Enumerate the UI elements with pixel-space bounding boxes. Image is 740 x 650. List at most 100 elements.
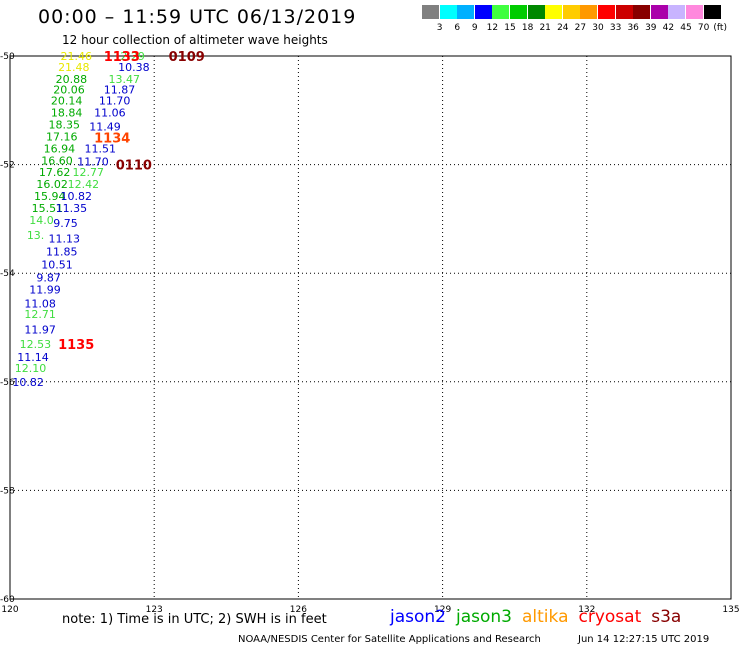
scale-label: 42 — [662, 23, 675, 33]
graticule — [10, 56, 731, 599]
longitude-labels: 120 123 126 129 132 135 — [1, 605, 739, 615]
wave-height-value: 20.88 — [56, 73, 87, 86]
generated-timestamp: Jun 14 12:27:15 UTC 2019 — [578, 634, 710, 645]
legend-s3a: s3a — [651, 607, 682, 627]
scale-label: 45 — [680, 23, 692, 33]
wave-height-value: 11.51 — [85, 142, 117, 155]
wave-height-value: 11.13 — [48, 232, 80, 245]
wave-height-value: 11.70 — [77, 155, 109, 168]
color-swatch — [668, 5, 686, 19]
map-subtitle: 12 hour collection of altimeter wave hei… — [62, 33, 328, 47]
wave-height-value: 11.08 — [24, 298, 55, 311]
legend-jason2: jason2 — [390, 607, 446, 627]
color-swatch — [650, 5, 668, 19]
color-swatch — [562, 5, 580, 19]
wave-height-value: 21.46 — [60, 50, 92, 63]
legend-jason3: jason3 — [456, 607, 512, 627]
wave-height-value: 17.16 — [46, 130, 78, 143]
color-swatch — [457, 5, 475, 19]
scale-label: 12 — [486, 23, 499, 33]
wave-height-value: 9.87 — [36, 272, 61, 285]
latitude-labels: -50 -52 -54 -56 -58 -60 — [0, 52, 15, 605]
satellite-pass-times: 1133 0109 1134 0110 1135 — [58, 50, 205, 353]
longitude-label: 123 — [146, 605, 163, 615]
longitude-label: 135 — [722, 605, 739, 615]
wave-height-readings: 21.4621.4820.8820.0620.1418.8418.3517.16… — [12, 50, 149, 389]
color-swatch — [545, 5, 563, 19]
pass-time-label: 0109 — [169, 50, 205, 65]
wave-height-value: 18.84 — [51, 106, 83, 119]
latitude-label: -50 — [0, 52, 15, 62]
wave-height-value: 15.51 — [32, 202, 63, 215]
scale-label: 15 — [504, 23, 516, 33]
scale-label: 30 — [592, 23, 604, 33]
scale-label: 39 — [645, 23, 657, 33]
wave-height-value: 12.77 — [72, 166, 104, 179]
color-swatch — [439, 5, 457, 19]
wave-height-value: 11.06 — [94, 106, 126, 119]
wave-height-value: 11.99 — [29, 283, 61, 296]
latitude-label: -54 — [0, 269, 15, 279]
wave-height-value: 15.94 — [34, 190, 66, 203]
pass-time-label: 1133 — [104, 50, 140, 65]
latitude-label: -60 — [0, 595, 15, 605]
longitude-label: 132 — [578, 605, 595, 615]
pass-time-label: 1134 — [94, 131, 130, 146]
wave-height-value: 10.82 — [12, 376, 44, 389]
longitude-label: 120 — [1, 605, 18, 615]
color-swatch — [510, 5, 527, 19]
wave-height-value: 20.14 — [51, 95, 83, 108]
wave-height-value: 11.49 — [89, 121, 121, 134]
pass-time-label: 1135 — [58, 338, 94, 353]
wave-height-value: 12.29 — [113, 50, 144, 63]
longitude-label: 129 — [434, 605, 451, 615]
scale-label: 9 — [471, 23, 478, 33]
wave-height-value: 16.94 — [44, 142, 76, 155]
color-swatch — [615, 5, 633, 19]
latitude-label: -56 — [0, 378, 15, 388]
color-swatch — [422, 5, 439, 19]
scale-label: 24 — [557, 23, 569, 33]
color-swatch — [686, 5, 703, 19]
legend-cryosat: cryosat — [578, 607, 642, 627]
wave-height-value: 11.87 — [104, 84, 136, 97]
latitude-label: -52 — [0, 161, 15, 171]
legend-altika: altika — [522, 607, 569, 627]
longitude-label: 126 — [290, 605, 307, 615]
wave-height-value: 17.62 — [39, 166, 70, 179]
wave-height-value: 11.14 — [17, 351, 49, 364]
wave-height-value: 12.53 — [20, 338, 52, 351]
map-frame — [9, 55, 732, 600]
wave-height-value: 9.75 — [53, 217, 77, 230]
color-swatch — [633, 5, 651, 19]
wave-height-value: 18.35 — [48, 118, 80, 131]
scale-label: 3 — [436, 23, 443, 33]
color-swatch — [527, 5, 545, 19]
wave-height-value: 13.47 — [109, 73, 141, 86]
wave-height-value: 12.10 — [15, 362, 47, 375]
color-swatch — [598, 5, 615, 19]
wave-height-value: 10.82 — [60, 190, 92, 203]
scale-label: 18 — [521, 23, 534, 33]
wave-height-value: 11.70 — [99, 95, 131, 108]
scale-label: 36 — [627, 23, 639, 33]
scale-label: 33 — [609, 23, 622, 33]
wave-height-value: 12.71 — [24, 308, 55, 321]
scale-unit: (ft) — [713, 23, 727, 33]
wave-height-value: 14.0 — [29, 214, 54, 227]
wave-height-value: 11.97 — [24, 324, 55, 337]
scale-label: 21 — [539, 23, 551, 33]
latitude-label: -58 — [0, 486, 15, 496]
wave-height-value: 16.02 — [36, 178, 68, 191]
pass-time-label: 0110 — [116, 159, 152, 174]
color-swatch — [580, 5, 598, 19]
wave-height-value: 11.35 — [56, 202, 87, 215]
color-swatch — [474, 5, 492, 19]
credit-text: NOAA/NESDIS Center for Satellite Applica… — [238, 634, 541, 645]
wave-height-value: 10.38 — [118, 61, 149, 74]
wave-height-value: 21.48 — [58, 61, 90, 74]
note-text: note: 1) Time is in UTC; 2) SWH is in fe… — [62, 612, 327, 627]
wave-height-value: 16.60 — [41, 154, 73, 167]
wave-height-value: 13. — [27, 229, 45, 242]
